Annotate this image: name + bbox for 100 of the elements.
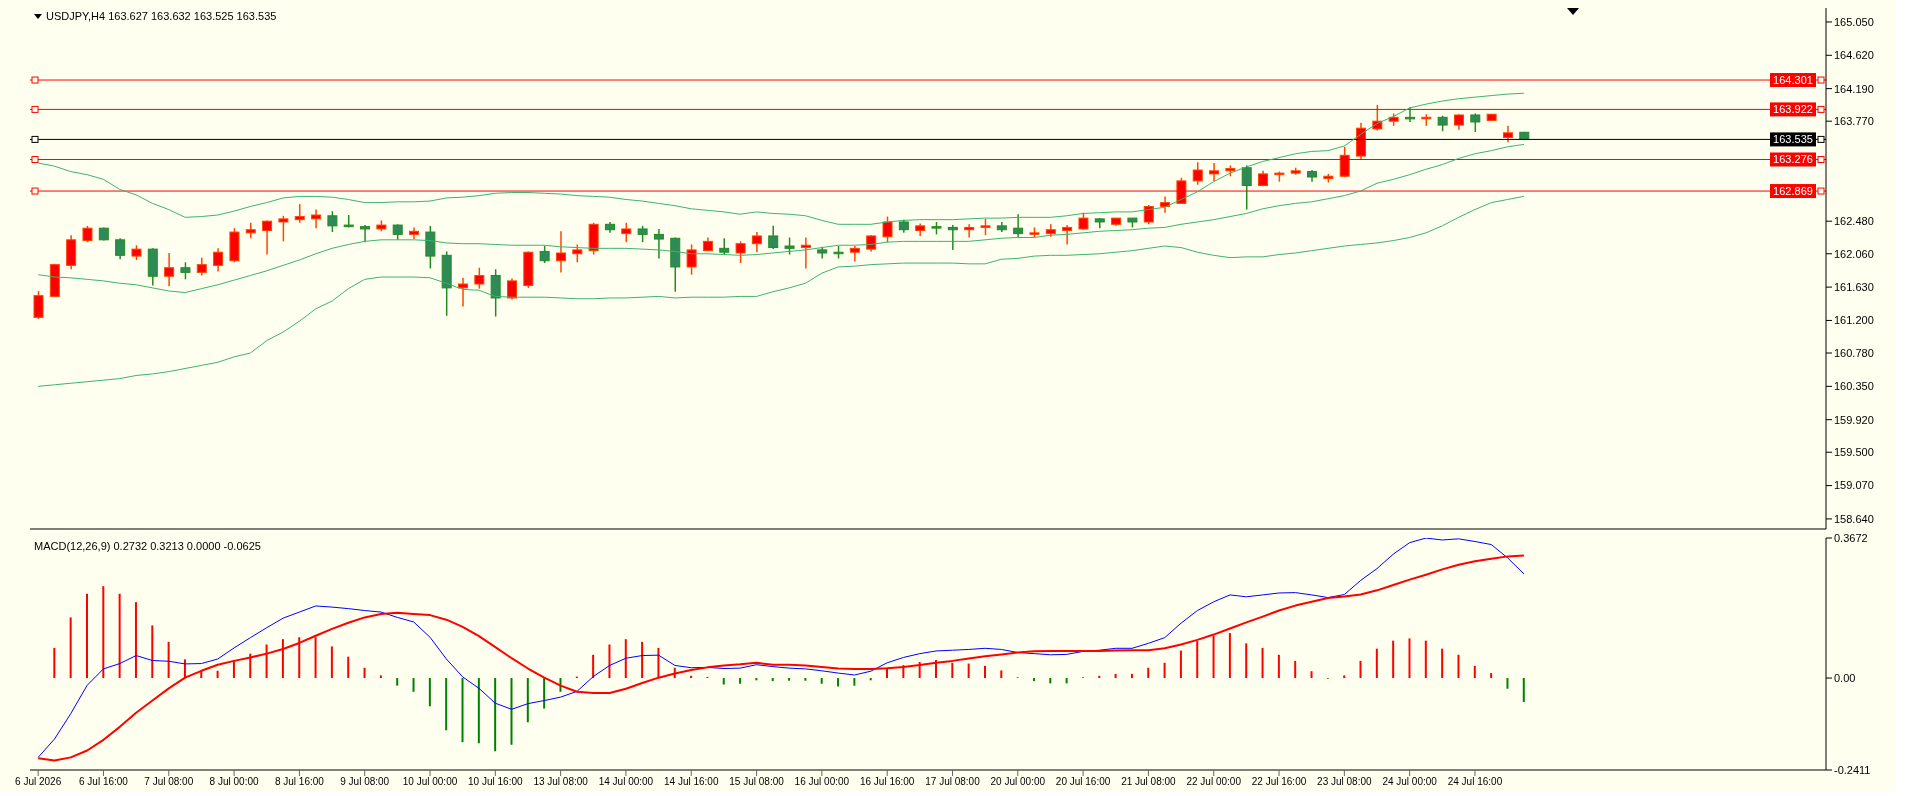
candlestick [964,223,975,239]
bar [526,678,529,723]
bar [494,678,497,752]
bar [1343,675,1346,679]
candlestick [686,243,697,276]
x-tick-label: 6 Jul 16:00 [79,776,129,788]
chart-title: MACD(12,26,9) 0.2732 0.3213 0.0000 -0.0625 [34,540,261,552]
bar [477,678,480,744]
x-tick-label: 8 Jul 00:00 [209,776,259,788]
x-tick-label: 21 Jul 08:00 [1121,776,1177,788]
ref-line-label: 163.922 [1773,103,1813,116]
bar [820,678,823,684]
x-tick-label: 20 Jul 00:00 [990,776,1046,788]
candlestick [213,247,224,273]
y-tick-label: 161.200 [1834,314,1874,327]
candlestick [882,215,893,243]
x-tick-label: 10 Jul 00:00 [402,776,458,788]
y-tick-label: 163.770 [1834,115,1874,128]
x-tick-label: 22 Jul 16:00 [1251,776,1307,788]
bar [1261,647,1264,679]
y-tick-label: 162.060 [1834,247,1874,260]
bar [788,678,791,681]
bar [1359,660,1362,679]
x-tick-label: 9 Jul 08:00 [340,776,390,788]
candlestick [115,237,126,260]
bar [641,641,644,679]
candlestick [1209,162,1220,182]
bar [1424,640,1427,679]
y-tick-label: 159.500 [1834,446,1874,459]
candlestick [458,277,469,308]
y-tick-label: 160.350 [1834,380,1874,393]
bar [216,670,219,679]
bar [167,641,170,679]
bar [265,644,268,679]
bar [1473,665,1476,679]
candlestick [768,225,779,250]
bar [134,602,137,679]
bar [1490,673,1493,679]
bar [1245,643,1248,679]
bar [1000,670,1003,679]
bar [967,663,970,679]
bar [1228,633,1231,679]
ref-line-label: 163.535 [1773,133,1813,146]
bar [102,586,105,679]
bar [151,625,154,679]
y-tick-label: 159.070 [1834,479,1874,492]
bar [853,678,856,686]
bar [1375,648,1378,679]
candlestick [800,236,811,270]
candlestick [327,210,338,233]
bar [739,678,742,684]
y-tick-label: 164.190 [1834,82,1874,95]
candlestick [1241,164,1252,211]
bar [592,654,595,679]
x-tick-label: 6 Jul 2026 [15,776,62,788]
ref-line-label: 164.301 [1773,74,1813,87]
x-tick-label: 16 Jul 16:00 [859,776,915,788]
candlestick [490,268,501,318]
candlestick [1143,204,1154,226]
candlestick [278,215,289,243]
candlestick [164,252,175,288]
candlestick [1062,224,1073,246]
bar [1049,678,1052,684]
bar [1294,660,1297,679]
candlestick [1013,213,1024,239]
candlestick [294,203,305,224]
bar [1392,640,1395,679]
y-tick-label: 165.050 [1834,15,1874,28]
candlestick [849,245,860,263]
y-tick-label: -0.2411 [1834,763,1871,776]
bar [1163,662,1166,679]
bar [281,639,284,679]
bar [53,647,56,679]
x-tick-label: 14 Jul 16:00 [664,776,719,788]
bar [1130,673,1133,679]
bar [771,678,774,682]
y-tick-label: 162.480 [1834,215,1874,228]
bar [379,675,382,679]
bar [69,617,72,679]
bar [543,678,546,709]
y-tick-label: 160.780 [1834,346,1874,359]
bar [1212,635,1215,679]
ref-line-label: 162.869 [1773,185,1813,198]
bar [886,668,889,679]
x-tick-label: 20 Jul 16:00 [1055,776,1111,788]
bar [1522,678,1525,703]
candlestick [621,222,632,243]
x-tick-label: 13 Jul 08:00 [533,776,589,788]
bar [330,646,333,679]
candlestick [719,237,730,256]
bar [396,678,399,686]
bar [85,593,88,679]
ref-line-label: 163.276 [1773,153,1813,166]
x-tick-label: 23 Jul 08:00 [1317,776,1373,788]
x-tick-label: 7 Jul 08:00 [144,776,194,788]
bar [428,678,431,707]
x-tick-label: 10 Jul 16:00 [468,776,523,788]
bar [347,656,350,679]
candlestick [555,230,566,274]
candlestick [947,224,958,251]
